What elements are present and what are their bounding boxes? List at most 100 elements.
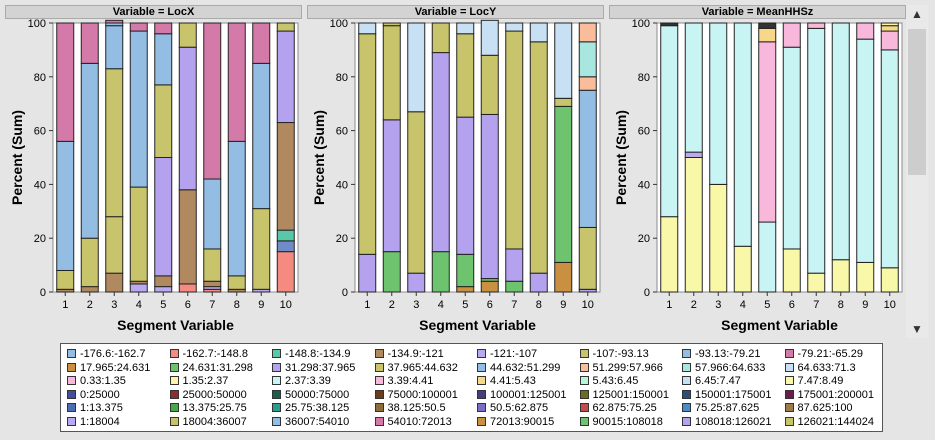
x-tick-label: 10 [582, 299, 594, 311]
bar-segment [554, 261, 573, 293]
bar-segment [480, 19, 499, 56]
bar-segment [733, 22, 752, 247]
scroll-thumb[interactable] [908, 29, 926, 175]
bar-segment [660, 22, 679, 27]
panel-title: Variable = LocY [307, 5, 604, 19]
bar-segment [856, 22, 875, 40]
bar-segment [154, 33, 173, 86]
bar-segment [154, 157, 173, 277]
chart-panel-locy: Variable = LocY 0 20 40 60 80 100 1 2 3 4 5 6 7 8 9 10 S… [307, 5, 604, 338]
bar-segment [480, 280, 499, 293]
legend-swatch [784, 389, 794, 399]
x-tick-label: 9 [560, 299, 566, 311]
legend-swatch [682, 362, 691, 372]
legend-swatch [682, 376, 691, 385]
bar-segment [684, 151, 703, 158]
bar-segment [856, 261, 875, 293]
y-tick-label: 20 [638, 233, 650, 245]
legend-swatch [784, 403, 794, 412]
bar-segment [782, 46, 801, 250]
legend-label: 75.25:87.625 [695, 402, 760, 414]
bar-segment [456, 253, 475, 288]
legend-swatch [374, 376, 384, 385]
y-tick-label: 20 [34, 233, 46, 245]
x-tick-label: 6 [487, 299, 493, 311]
legend-swatch [579, 416, 589, 426]
y-tick-label: 80 [34, 72, 46, 84]
legend-swatch [169, 362, 179, 372]
vertical-scrollbar[interactable]: ▲ ▼ [906, 5, 928, 338]
legend: -176.6:-162.7 -162.7:-148.8 -148.8:-134.9 -… [60, 343, 883, 432]
legend-swatch [682, 403, 691, 412]
x-tick-label: 1 [62, 299, 68, 311]
bar-segment [203, 178, 222, 250]
chart-panel-locx: Variable = LocX 0 20 40 60 80 100 1 2 3 4 5 6 7 8 9 10 S… [5, 5, 302, 338]
legend-label: 5.43:6.45 [592, 375, 639, 387]
legend-label: -162.7:-148.8 [182, 348, 248, 360]
legend-swatch [272, 416, 281, 426]
y-tick-label: 100 [28, 19, 46, 30]
y-tick-label: 40 [34, 179, 46, 191]
bar-segment [431, 251, 450, 293]
legend-swatch [784, 349, 794, 358]
legend-swatch [272, 362, 281, 372]
legend-label: 1:13.375 [80, 402, 123, 414]
legend-label: 62.875:75.25 [592, 402, 657, 414]
bar-segment [358, 33, 377, 255]
bar-segment [660, 25, 679, 218]
bar-segment [80, 62, 99, 239]
scroll-down-icon[interactable]: ▼ [911, 322, 923, 336]
x-tick-label: 6 [185, 299, 191, 311]
bar-segment [382, 251, 401, 293]
legend-swatch [477, 389, 486, 399]
x-tick-label: 7 [511, 299, 517, 311]
legend-swatch [169, 416, 179, 426]
chart-locy: 0 20 40 60 80 100 1 2 3 4 5 6 7 8 9 10 Segment Variable P… [311, 19, 601, 333]
bar-segment [456, 33, 475, 118]
bar-segment [456, 286, 475, 293]
legend-swatch [784, 376, 794, 385]
bar-segment [382, 22, 401, 27]
bar-segment [684, 157, 703, 293]
bar-segment [758, 22, 777, 29]
bar-segment [505, 22, 524, 32]
bar-segment [407, 22, 426, 113]
bar-segment [431, 52, 450, 253]
legend-label: 25000:50000 [182, 388, 247, 401]
scroll-up-icon[interactable]: ▲ [911, 7, 923, 21]
x-tick-label: 5 [462, 299, 468, 311]
bar-segment [807, 272, 826, 293]
y-tick-label: 40 [638, 179, 650, 191]
bar-segment [154, 275, 173, 288]
panel-title: Variable = LocX [5, 5, 302, 19]
legend-swatch [477, 362, 486, 372]
bar-segment [382, 25, 401, 121]
x-tick-label: 8 [838, 299, 844, 311]
legend-label: 3.39:4.41 [387, 375, 434, 387]
bar-segment [227, 22, 246, 142]
legend-label: -148.8:-134.9 [285, 348, 351, 360]
x-tick-label: 7 [813, 299, 819, 311]
legend-label: 126021:144024 [797, 415, 874, 428]
bar-segment [554, 22, 573, 99]
bar-segment [203, 22, 222, 180]
legend-label: 108018:126021 [695, 415, 772, 428]
legend-label: -134.9:-121 [387, 348, 444, 360]
bar-segment [480, 54, 499, 115]
bar-segment [758, 27, 777, 43]
bar-segment [80, 286, 99, 293]
legend-swatch [477, 376, 486, 385]
bar-segment [782, 248, 801, 293]
legend-label: 57.966:64.633 [695, 361, 766, 374]
legend-swatch [67, 389, 76, 399]
x-tick-label: 1 [666, 299, 672, 311]
legend-swatch [784, 362, 794, 372]
bar-segment [129, 22, 148, 32]
x-tick-label: 3 [413, 299, 419, 311]
bar-segment [807, 22, 826, 29]
y-tick-label: 60 [638, 126, 650, 138]
bar-segment [358, 22, 377, 35]
x-tick-label: 4 [136, 299, 142, 311]
legend-label: 50.5:62.875 [490, 402, 549, 414]
bar-segment [80, 22, 99, 64]
